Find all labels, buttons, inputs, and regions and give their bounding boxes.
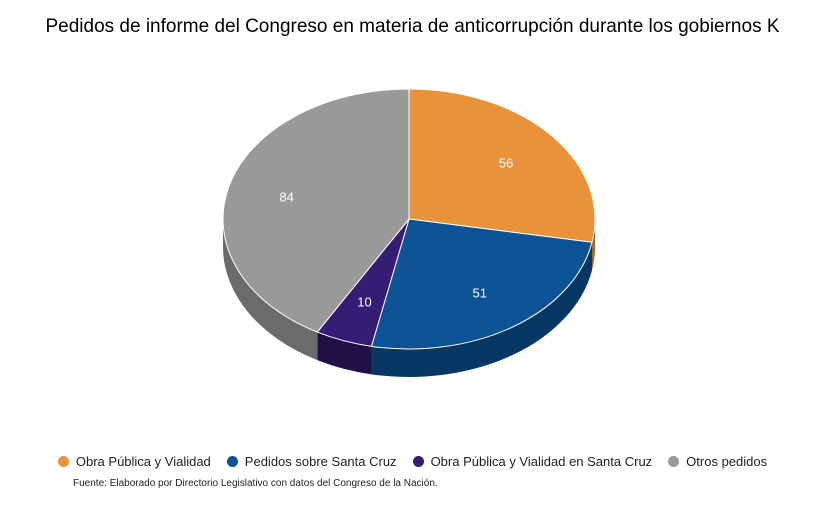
legend-item-otros-pedidos: Otros pedidos	[668, 454, 767, 469]
legend-item-obra-publica-y-vialidad: Obra Pública y Vialidad	[57, 453, 211, 469]
legend-label: Obra Pública y Vialidad en Santa Cruz	[430, 453, 653, 469]
pie-side-obra-publica-y-vialidad-en-santa-cruz	[317, 332, 372, 375]
legend-swatch	[57, 455, 69, 467]
legend-swatch	[226, 455, 238, 467]
pie-slice-otros-pedidos	[222, 88, 410, 333]
data-label-otros-pedidos: 84	[279, 189, 293, 204]
legend-item-obra-publica-y-vialidad-en-santa-cruz: Obra Pública y Vialidad en Santa Cruz	[412, 453, 653, 469]
pie-slice-obra-publica-y-vialidad	[408, 88, 596, 243]
legend-label: Otros pedidos	[686, 453, 768, 469]
legend-label: Pedidos sobre Santa Cruz	[244, 453, 397, 469]
pie-side-pedidos-sobre-santa-cruz	[371, 242, 593, 377]
data-label-pedidos-sobre-santa-cruz: 51	[473, 285, 487, 300]
pie-slices	[222, 88, 596, 350]
legend-item-pedidos-sobre-santa-cruz: Pedidos sobre Santa Cruz	[226, 453, 397, 469]
legend-swatch	[668, 455, 680, 467]
data-label-obra-publica-y-vialidad: 56	[499, 155, 513, 170]
source-note: Fuente: Elaborado por Directorio Legisla…	[73, 478, 438, 489]
chart-title: Pedidos de informe del Congreso en mater…	[45, 16, 780, 37]
pie-side-otros-pedidos	[223, 219, 318, 361]
pie-chart: 56 51 10 84	[222, 88, 596, 377]
pie-data-labels: 56 51 10 84	[279, 155, 513, 309]
pie-slice-pedidos-sobre-santa-cruz	[370, 218, 593, 350]
legend: Obra Pública y Vialidad Pedidos sobre San…	[0, 451, 825, 471]
data-label-obra-publica-y-vialidad-en-santa-cruz: 10	[357, 295, 371, 310]
legend-label: Obra Pública y Vialidad	[75, 453, 211, 469]
legend-swatch	[412, 455, 424, 467]
